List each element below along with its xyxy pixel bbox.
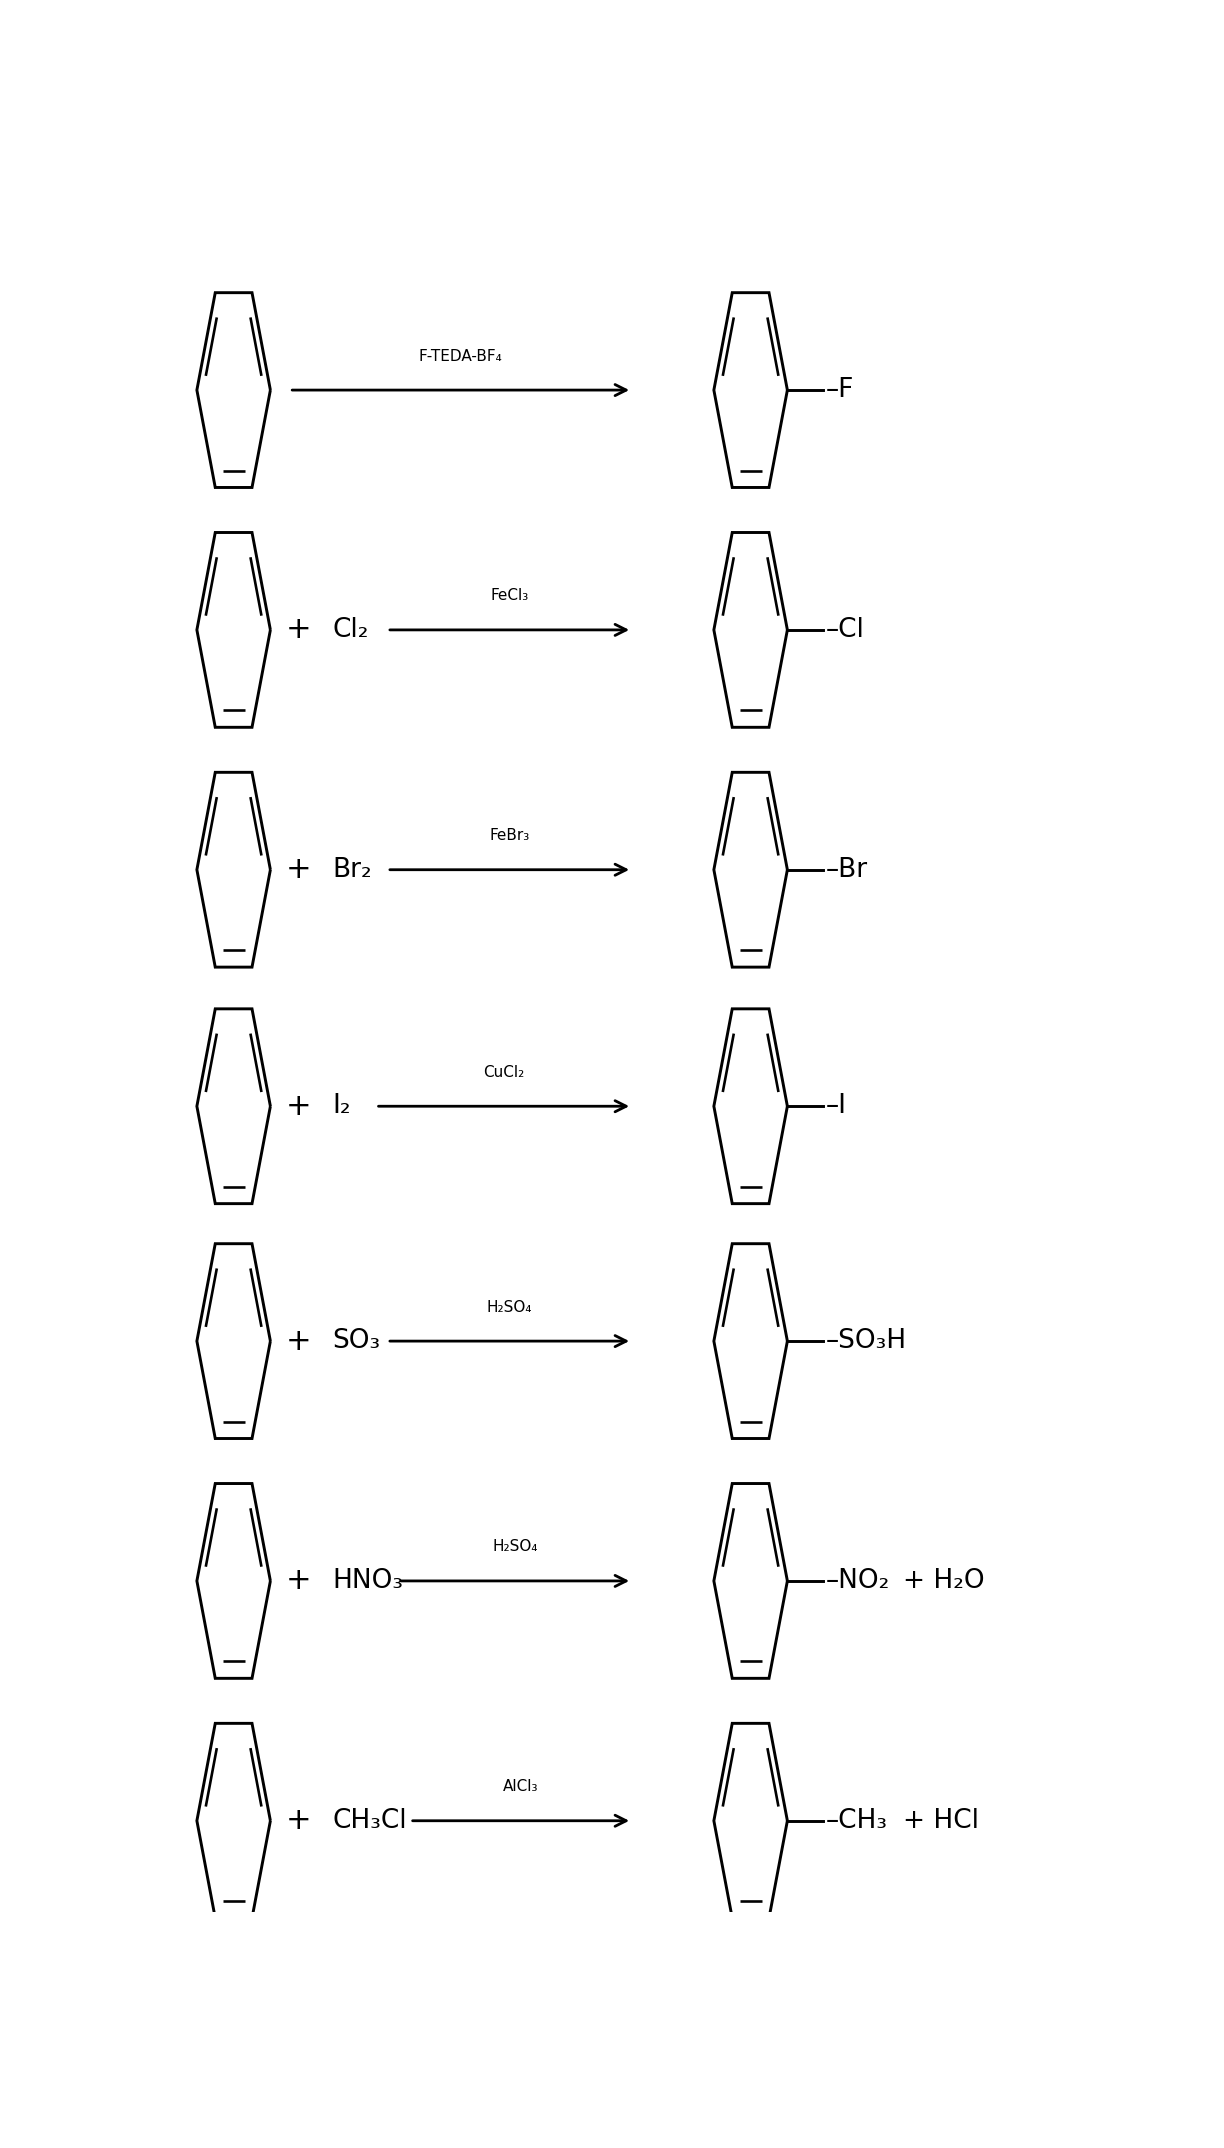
Text: –Br: –Br [826, 857, 868, 883]
Text: –NO₂: –NO₂ [826, 1568, 890, 1594]
Text: +: + [286, 1566, 312, 1596]
Text: FeCl₃: FeCl₃ [491, 589, 529, 604]
Text: H₂SO₄: H₂SO₄ [487, 1300, 532, 1315]
Text: H₂SO₄: H₂SO₄ [492, 1540, 539, 1555]
Text: + HCl: + HCl [902, 1809, 978, 1834]
Text: + H₂O: + H₂O [902, 1568, 984, 1594]
Text: Cl₂: Cl₂ [332, 616, 368, 642]
Text: CH₃Cl: CH₃Cl [332, 1809, 406, 1834]
Text: HNO₃: HNO₃ [332, 1568, 403, 1594]
Text: AlCl₃: AlCl₃ [503, 1779, 539, 1794]
Text: FeBr₃: FeBr₃ [490, 829, 530, 844]
Text: +: + [286, 855, 312, 885]
Text: I₂: I₂ [332, 1093, 350, 1119]
Text: CuCl₂: CuCl₂ [483, 1065, 525, 1080]
Text: +: + [286, 1806, 312, 1834]
Text: +: + [286, 614, 312, 644]
Text: F-TEDA-BF₄: F-TEDA-BF₄ [419, 348, 503, 363]
Text: –F: –F [826, 378, 854, 404]
Text: SO₃: SO₃ [332, 1327, 381, 1353]
Text: +: + [286, 1327, 312, 1355]
Text: Br₂: Br₂ [332, 857, 372, 883]
Text: –I: –I [826, 1093, 847, 1119]
Text: –Cl: –Cl [826, 616, 864, 642]
Text: –SO₃H: –SO₃H [826, 1327, 907, 1353]
Text: +: + [286, 1091, 312, 1121]
Text: –CH₃: –CH₃ [826, 1809, 887, 1834]
